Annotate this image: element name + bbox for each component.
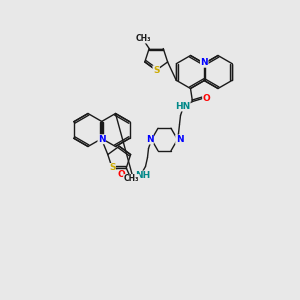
Text: N: N [200, 58, 208, 67]
Text: CH₃: CH₃ [124, 175, 139, 184]
Text: HN: HN [175, 102, 190, 111]
Text: N: N [176, 135, 183, 144]
Text: N: N [98, 135, 106, 144]
Text: O: O [202, 94, 210, 103]
Text: S: S [153, 66, 160, 75]
Text: O: O [118, 170, 125, 179]
Text: NH: NH [135, 171, 150, 180]
Text: CH₃: CH₃ [135, 34, 151, 43]
Text: S: S [109, 164, 116, 172]
Text: N: N [146, 135, 153, 144]
